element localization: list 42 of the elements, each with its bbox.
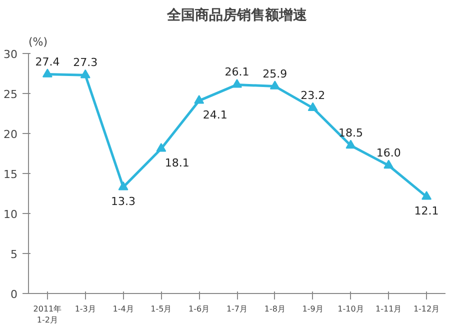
text: 13.3 (111, 195, 136, 208)
point (156, 143, 166, 152)
text: 24.1 (202, 108, 228, 122)
x-tick-label: 1-9月 (302, 304, 324, 314)
y-tick-label: 15 (4, 168, 18, 181)
text: 25.9 (262, 67, 288, 80)
point (118, 181, 128, 190)
text: 16.0 (376, 146, 401, 160)
text: 26.1 (224, 66, 250, 79)
y-tick-label: 5 (10, 248, 18, 261)
text: 18.5 (338, 126, 363, 140)
point (80, 69, 90, 78)
x-tick-label: 2011年 1-2月 (33, 304, 62, 324)
x-tick-label: 1-4月 (112, 304, 134, 314)
text: 18.1 (164, 156, 190, 170)
x-tick-label: 1-6月 (188, 304, 210, 314)
text: 12.1 (414, 204, 439, 218)
text: 23.2 (300, 88, 326, 102)
y-tick-label: 0 (10, 288, 18, 301)
point (194, 95, 204, 104)
x-tick-label: 1-10月 (338, 304, 364, 314)
chart-title: 全国商品房销售额增速 (166, 6, 308, 24)
x-tick-label: 1-11月 (376, 304, 402, 314)
text: 27.4 (35, 55, 60, 68)
x-tick-label: 1-3月 (74, 304, 96, 314)
text: 27.3 (73, 56, 98, 70)
point (384, 160, 394, 169)
y-tick-label: 10 (4, 208, 18, 221)
x-tick-label: 1-8月 (264, 304, 286, 314)
y-tick-label: 20 (4, 128, 18, 141)
x-tick-label: 1-5月 (150, 304, 172, 314)
y-axis-title: (%) (28, 36, 48, 48)
point (270, 80, 280, 90)
y-tick-label: 25 (4, 88, 18, 101)
point (422, 191, 432, 200)
point (308, 102, 318, 111)
point (42, 68, 52, 78)
point (346, 140, 356, 149)
x-tick-label: 1-7月 (226, 304, 248, 314)
y-tick-label: 30 (4, 48, 18, 61)
x-tick-label: 1-12月 (413, 304, 440, 314)
point (232, 79, 242, 88)
